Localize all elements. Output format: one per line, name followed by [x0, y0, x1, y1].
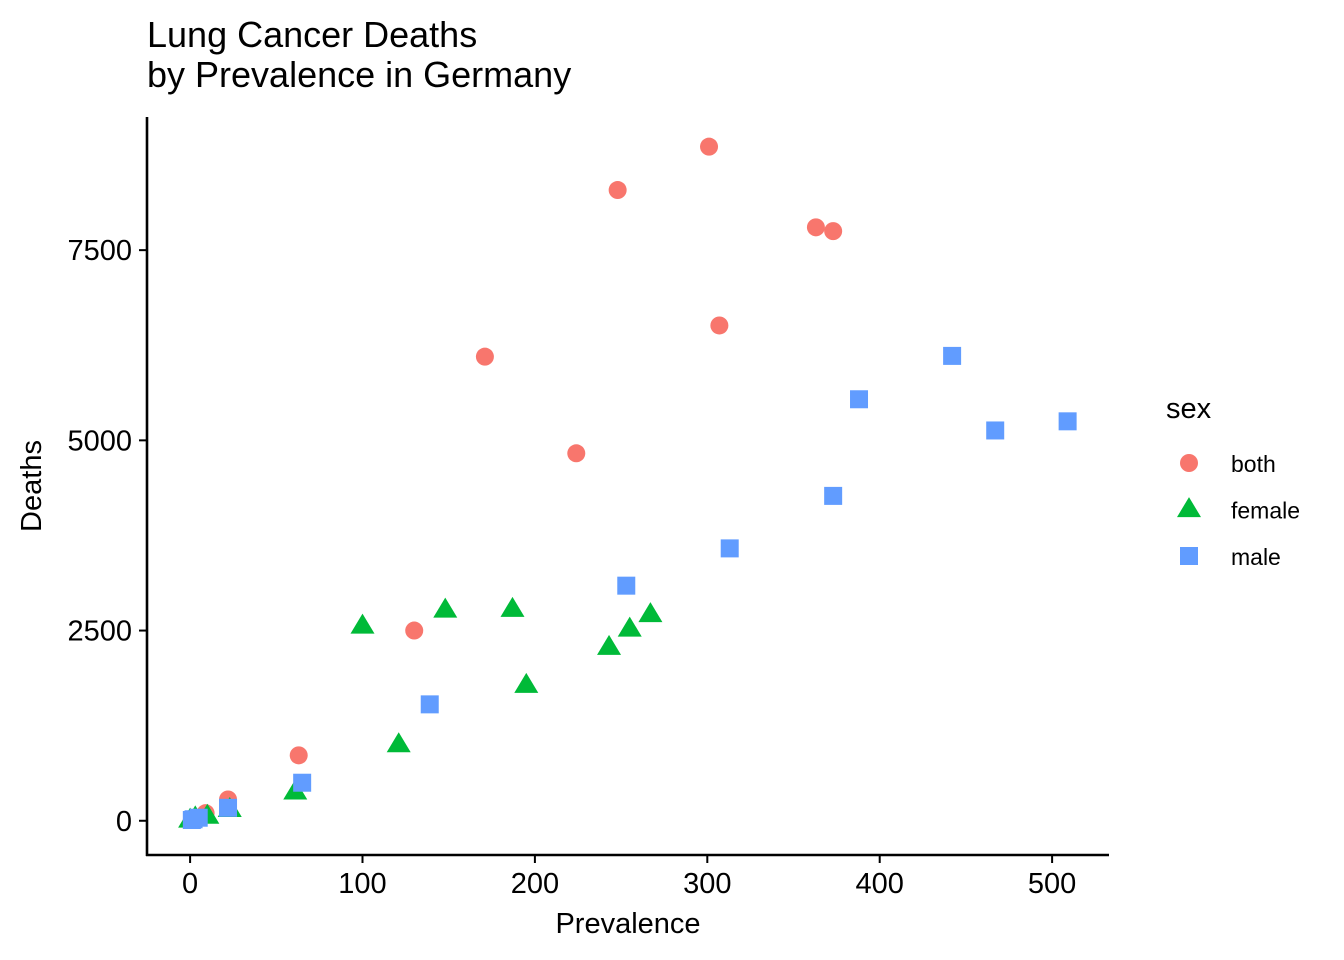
series-male	[182, 346, 1077, 830]
data-point-female	[514, 672, 539, 693]
y-ticks: 0 2500 5000 7500	[67, 235, 147, 838]
data-point-male	[824, 486, 843, 505]
legend-title: sex	[1166, 393, 1212, 425]
data-point-both	[475, 347, 494, 366]
legend-label: male	[1231, 544, 1281, 570]
data-point-female	[350, 613, 375, 634]
x-axis-title: Prevalence	[555, 908, 700, 940]
legend-label: female	[1231, 498, 1300, 524]
series-both	[182, 137, 843, 830]
legend-label: both	[1231, 451, 1276, 477]
data-point-both	[608, 181, 627, 200]
x-tick-label: 400	[856, 868, 904, 900]
data-point-male	[189, 808, 208, 827]
legend-key-both	[1180, 454, 1198, 472]
chart-title: Lung Cancer Deaths by Prevalence in Germ…	[147, 14, 571, 95]
legend-items: both female male	[1177, 451, 1300, 570]
data-point-both	[567, 444, 586, 463]
data-point-female	[617, 616, 642, 637]
data-point-male	[293, 773, 312, 792]
legend-key-male	[1180, 547, 1198, 565]
legend-key-female	[1177, 497, 1201, 518]
x-tick-label: 0	[182, 868, 198, 900]
data-point-both	[824, 222, 843, 241]
data-point-both	[710, 316, 729, 335]
x-tick-label: 200	[511, 868, 559, 900]
data-point-female	[386, 732, 411, 753]
data-point-both	[700, 137, 719, 156]
y-axis-title: Deaths	[16, 440, 48, 532]
x-tick-label: 500	[1028, 868, 1076, 900]
axes	[145, 117, 1109, 857]
data-point-male	[1058, 412, 1077, 431]
y-tick-label: 5000	[67, 425, 132, 457]
data-point-both	[289, 746, 308, 765]
chart-title-line-1: Lung Cancer Deaths	[147, 14, 477, 55]
data-point-female	[597, 634, 622, 655]
x-tick-label: 100	[338, 868, 386, 900]
y-tick-label: 0	[116, 806, 132, 838]
plot-points	[178, 137, 1077, 830]
data-point-male	[720, 539, 739, 558]
data-point-both	[405, 621, 424, 640]
legend: sex both female male	[1166, 393, 1300, 570]
data-point-female	[433, 597, 458, 618]
chart-title-line-2: by Prevalence in Germany	[147, 54, 571, 95]
y-tick-label: 7500	[67, 235, 132, 267]
data-point-male	[420, 695, 439, 714]
legend-item-both: both	[1180, 451, 1276, 477]
data-point-male	[850, 390, 869, 409]
x-ticks: 0 100 200 300 400 500	[182, 855, 1076, 900]
y-tick-label: 2500	[67, 616, 132, 648]
x-tick-label: 300	[683, 868, 731, 900]
legend-item-female: female	[1177, 497, 1300, 524]
data-point-male	[943, 346, 962, 365]
legend-item-male: male	[1180, 544, 1281, 570]
data-point-both	[806, 218, 825, 237]
data-point-male	[617, 576, 636, 595]
data-point-male	[219, 798, 238, 817]
data-point-female	[500, 596, 525, 617]
data-point-male	[986, 421, 1005, 440]
data-point-female	[638, 602, 663, 623]
